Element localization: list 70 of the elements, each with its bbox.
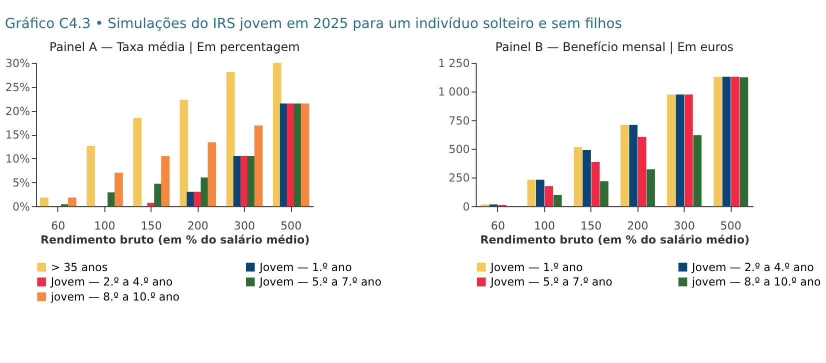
bar	[600, 181, 608, 206]
y-tick-label: 10%	[5, 152, 30, 166]
bar	[161, 156, 170, 206]
bar	[667, 94, 676, 206]
bar	[693, 135, 702, 206]
legend-label: Jovem — 1.º ano	[258, 260, 352, 274]
bar	[629, 124, 638, 206]
y-tick-label: 1 250	[438, 57, 470, 70]
y-tick-label: 1 000	[438, 86, 470, 99]
bar	[226, 72, 235, 206]
bar	[68, 198, 76, 206]
bar	[740, 77, 748, 206]
x-tick-label: 150	[580, 220, 602, 233]
bar	[582, 150, 591, 206]
y-tick-label: 0%	[12, 200, 30, 214]
bar	[40, 198, 48, 206]
bar	[646, 169, 655, 206]
y-tick-label: 0	[462, 200, 470, 214]
bar	[300, 104, 310, 206]
legend-label: Jovem — 5.º a 7.º ano	[258, 276, 382, 289]
legend-label: Jovem — 2.º a 4.º ano	[691, 260, 814, 274]
x-tick-label: 100	[534, 220, 556, 233]
y-tick-label: 30%	[5, 57, 30, 70]
x-tick-label: 60	[51, 220, 66, 233]
y-tick-label: 15%	[5, 128, 30, 142]
bar	[208, 142, 216, 206]
text: Gráfico C4.3 • Simulações do IRS jovem em 2025 para um indivíduo solteiro e sem filhos	[4, 16, 622, 32]
bar	[553, 194, 562, 206]
x-tick-label: 200	[627, 220, 648, 233]
x-tick-label: 100	[94, 220, 116, 233]
x-axis-title: Rendimento bruto (em % do salário médio)	[40, 234, 310, 247]
bar	[684, 94, 693, 206]
y-tick-label: 250	[448, 172, 470, 185]
bar	[620, 124, 629, 206]
x-tick-label: 150	[140, 220, 162, 233]
y-tick-label: 750	[448, 114, 470, 128]
x-tick-label: 200	[187, 220, 208, 233]
bar	[574, 147, 582, 206]
bar	[527, 180, 536, 206]
bar	[731, 76, 740, 206]
chart-title: Painel A — Taxa média | Em percentagem	[49, 40, 300, 54]
bar	[591, 162, 600, 206]
y-tick-label: 500	[448, 143, 470, 156]
legend-label: jovem — 8.º a 10.º ano	[691, 276, 821, 289]
x-tick-label: 500	[720, 220, 742, 233]
bar	[254, 125, 263, 206]
bar	[114, 172, 123, 206]
x-tick-label: 500	[280, 220, 302, 233]
chart-title: Painel B — Benefício mensal | Em euros	[495, 40, 734, 54]
bar	[536, 180, 544, 206]
y-tick-label: 25%	[5, 80, 30, 94]
legend-label: Jovem — 2.º a 4.º ano	[50, 276, 173, 289]
x-tick-label: 60	[490, 220, 506, 233]
bar	[722, 76, 731, 206]
bar	[86, 146, 95, 206]
x-tick-label: 300	[234, 220, 256, 233]
legend-label: Jovem — 5.º a 7.º ano	[490, 276, 613, 289]
legend-label: > 35 anos	[50, 260, 108, 274]
bar	[676, 94, 684, 206]
y-tick-label: 20%	[5, 104, 30, 118]
bar	[133, 118, 142, 206]
bar	[714, 76, 722, 206]
x-axis-title: Rendimento bruto (em % do salário médio)	[480, 234, 750, 247]
legend-label: Jovem — 1.º ano	[490, 260, 584, 274]
x-tick-label: 300	[674, 220, 695, 233]
bar	[638, 136, 646, 206]
y-tick-label: 5%	[12, 176, 30, 190]
legend-label: jovem — 8.º a 10.º ano	[50, 290, 180, 304]
bar	[544, 186, 554, 206]
bar	[180, 100, 188, 206]
